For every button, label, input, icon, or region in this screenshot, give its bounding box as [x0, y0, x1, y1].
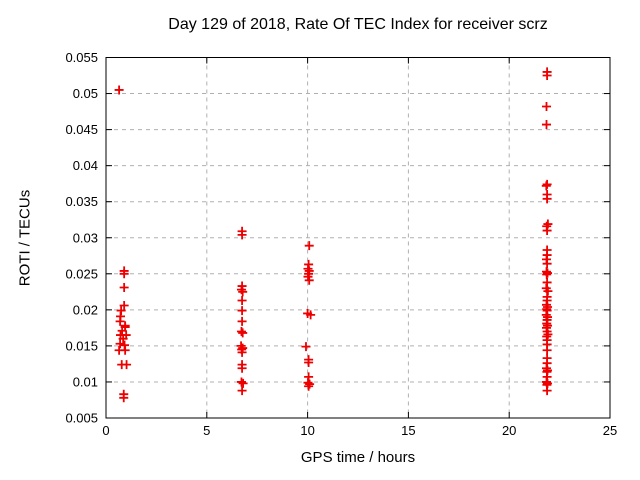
x-tick-label: 0: [102, 423, 109, 438]
data-point-marker: [119, 301, 129, 311]
data-point-marker: [238, 378, 248, 388]
data-point-marker: [238, 287, 248, 297]
data-point-marker: [237, 347, 247, 357]
data-point-marker: [542, 71, 552, 81]
data-point-marker: [238, 328, 248, 338]
data-point-marker: [304, 241, 314, 251]
data-point-marker: [237, 363, 247, 373]
data-point-marker: [236, 326, 246, 336]
data-point-marker: [115, 339, 125, 349]
data-point-marker: [541, 120, 551, 130]
data-point-marker: [237, 306, 247, 316]
y-tick-label: 0.055: [65, 50, 98, 65]
data-point-marker: [237, 316, 247, 326]
x-axis-label: GPS time / hours: [300, 449, 416, 466]
y-tick-label: 0.03: [73, 230, 98, 245]
data-point-marker: [237, 295, 247, 305]
data-point-marker: [301, 342, 311, 352]
data-point-marker: [117, 326, 127, 336]
data-point-marker: [114, 85, 124, 95]
data-point-marker: [542, 345, 552, 355]
chart-title: Day 129 of 2018, Rate Of TEC Index for r…: [168, 16, 548, 33]
y-tick-label: 0.045: [65, 122, 98, 137]
y-tick-label: 0.015: [65, 338, 98, 353]
y-tick-label: 0.04: [73, 158, 98, 173]
y-tick-label: 0.01: [73, 374, 98, 389]
data-point-marker: [120, 345, 130, 355]
data-point-marker: [119, 282, 129, 292]
data-point-marker: [119, 269, 129, 279]
data-point-marker: [542, 194, 552, 204]
data-point-marker: [236, 377, 246, 387]
data-point-marker: [541, 102, 551, 112]
y-tick-label: 0.02: [73, 302, 98, 317]
y-tick-label: 0.025: [65, 266, 98, 281]
x-tick-label: 5: [203, 423, 210, 438]
x-tick-label: 10: [300, 423, 314, 438]
x-tick-label: 15: [401, 423, 415, 438]
data-point-marker: [542, 259, 552, 269]
data-point-marker: [237, 230, 247, 240]
x-tick-label: 20: [502, 423, 516, 438]
data-point-marker: [542, 386, 552, 396]
data-point-marker: [122, 360, 132, 370]
y-tick-label: 0.05: [73, 86, 98, 101]
data-point-marker: [306, 310, 316, 320]
data-point-marker: [542, 270, 552, 280]
data-point-marker: [119, 393, 129, 403]
data-point-marker: [304, 381, 314, 391]
data-point-marker: [115, 316, 125, 326]
data-point-marker: [541, 181, 551, 191]
x-tick-label: 25: [603, 423, 617, 438]
y-tick-label: 0.005: [65, 411, 98, 426]
data-point-marker: [237, 386, 247, 396]
data-point-marker: [304, 275, 314, 285]
data-point-marker: [118, 334, 128, 344]
data-point-marker: [305, 379, 315, 389]
data-point-marker: [542, 226, 552, 236]
y-tick-label: 0.035: [65, 194, 98, 209]
data-point-marker: [304, 357, 314, 367]
